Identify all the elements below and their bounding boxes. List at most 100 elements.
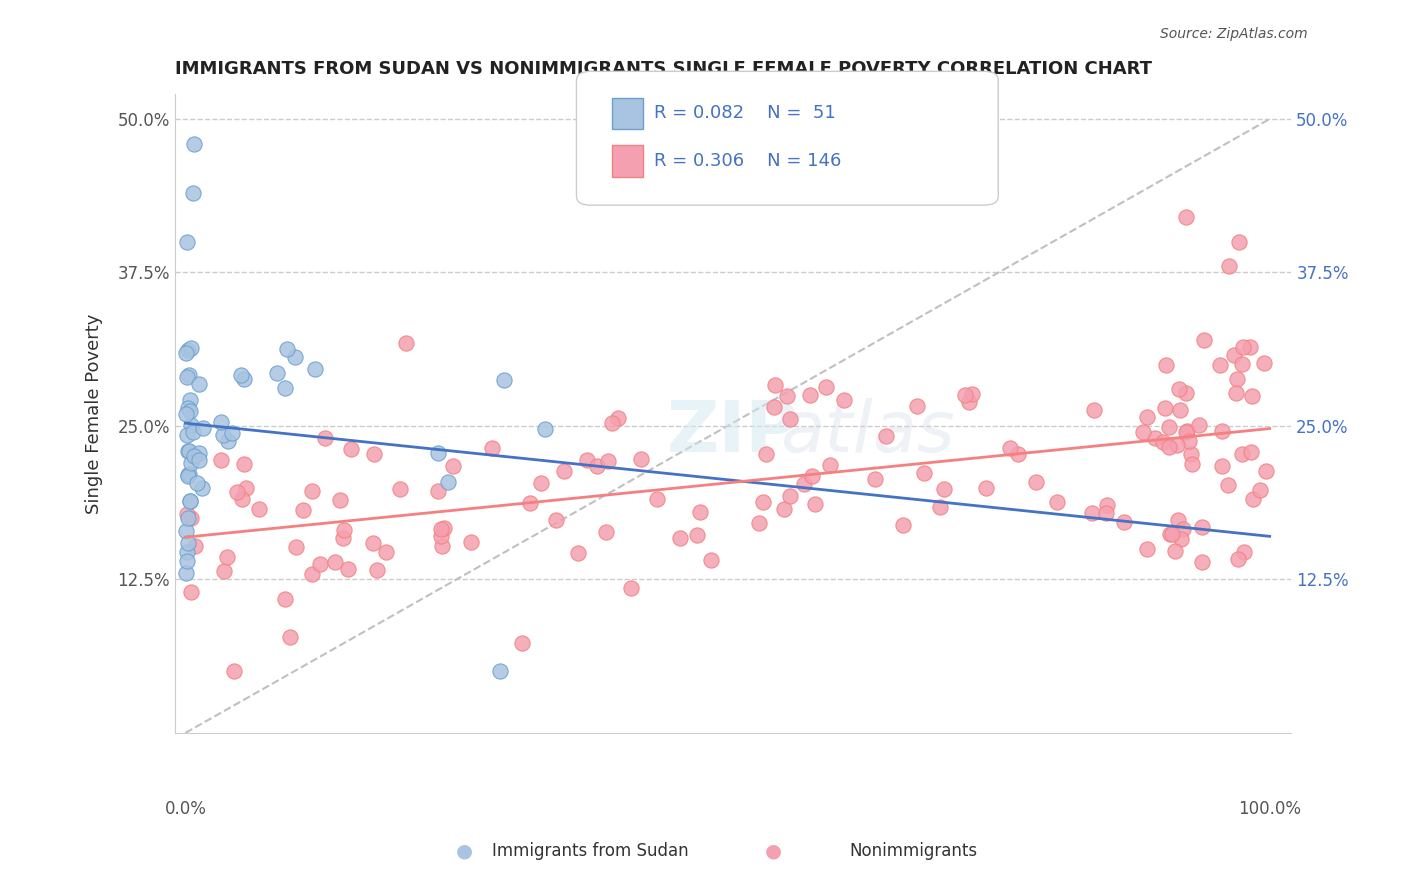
Point: [430, 522, 453, 536]
Point: [176, 554, 198, 568]
Point: [266, 366, 288, 380]
Point: [180, 585, 202, 599]
Point: [607, 410, 630, 425]
Point: [1095, 507, 1118, 521]
Point: [481, 441, 503, 455]
Point: [1136, 542, 1159, 557]
Point: [530, 475, 553, 490]
Point: [441, 458, 464, 473]
Point: [1241, 492, 1264, 507]
Point: [366, 563, 388, 577]
Point: [436, 475, 458, 490]
Point: [1211, 425, 1233, 439]
Point: [960, 387, 983, 401]
Point: [772, 502, 794, 516]
Point: [232, 457, 254, 471]
Point: [1254, 464, 1277, 478]
Point: [929, 500, 952, 514]
Point: [1168, 403, 1191, 417]
Point: [1157, 440, 1180, 454]
Point: [699, 553, 721, 567]
Text: 100.0%: 100.0%: [1239, 800, 1301, 818]
Point: [799, 388, 821, 402]
Point: [304, 362, 326, 376]
Text: 0.0%: 0.0%: [165, 800, 207, 818]
Point: [891, 518, 914, 533]
Point: [1132, 425, 1154, 440]
Point: [779, 412, 801, 426]
Point: [174, 566, 197, 580]
Point: [1167, 513, 1189, 527]
Point: [361, 535, 384, 549]
Point: [177, 401, 200, 415]
Point: [217, 434, 239, 448]
Point: [953, 388, 976, 402]
Point: [762, 401, 785, 415]
Point: [1025, 475, 1047, 489]
Point: [1249, 483, 1271, 497]
Point: [177, 368, 200, 383]
Point: [176, 343, 198, 358]
Text: Source: ZipAtlas.com: Source: ZipAtlas.com: [1160, 27, 1308, 41]
Point: [1232, 357, 1254, 371]
Point: [752, 494, 775, 508]
Point: [863, 472, 886, 486]
Point: [1159, 526, 1181, 541]
Point: [181, 425, 204, 440]
Point: [489, 665, 512, 679]
Point: [314, 431, 336, 445]
Point: [1232, 447, 1254, 461]
Point: [912, 467, 935, 481]
Point: [231, 492, 253, 507]
Point: [188, 377, 211, 392]
Point: [776, 389, 799, 403]
Point: [209, 452, 232, 467]
Point: [1253, 356, 1275, 370]
Point: [1173, 522, 1195, 536]
Point: [974, 481, 997, 495]
Point: [1209, 359, 1232, 373]
Point: [998, 441, 1021, 455]
Point: [433, 521, 456, 535]
Point: [176, 507, 198, 521]
Point: [598, 454, 620, 468]
Point: [174, 346, 197, 360]
Text: Nonimmigrants: Nonimmigrants: [849, 842, 979, 860]
Point: [1166, 438, 1188, 452]
Point: [278, 631, 301, 645]
Point: [177, 469, 200, 483]
Point: [630, 452, 652, 467]
Point: [177, 535, 200, 549]
Point: [221, 425, 243, 440]
Point: [179, 393, 201, 408]
Point: [284, 350, 307, 364]
Point: [177, 511, 200, 525]
Point: [291, 502, 314, 516]
Point: [567, 545, 589, 559]
Point: [1241, 388, 1264, 402]
Point: [176, 428, 198, 442]
Point: [180, 511, 202, 525]
Point: [395, 336, 418, 351]
Point: [1226, 372, 1249, 386]
Point: [229, 368, 252, 382]
Point: [1178, 434, 1201, 449]
Point: [510, 635, 533, 649]
Point: [274, 381, 297, 395]
Point: [905, 400, 928, 414]
Point: [1222, 348, 1244, 362]
Point: [247, 501, 270, 516]
Point: [427, 483, 450, 498]
Point: [389, 482, 412, 496]
Point: [235, 481, 257, 495]
Point: [1240, 445, 1263, 459]
Point: [180, 341, 202, 355]
Point: [176, 545, 198, 559]
Point: [308, 557, 330, 571]
Point: [374, 544, 396, 558]
Point: [191, 481, 214, 495]
Point: [363, 447, 385, 461]
Point: [179, 467, 201, 481]
Point: [1143, 431, 1166, 445]
Point: [179, 494, 201, 508]
